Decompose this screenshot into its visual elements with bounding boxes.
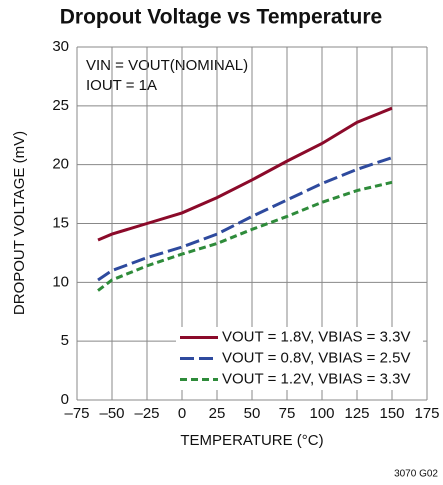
chart-title: Dropout Voltage vs Temperature: [60, 6, 382, 29]
data-line: [97, 180, 393, 292]
footnote: 3070 G02: [394, 469, 438, 480]
y-tick-label: 0: [61, 391, 69, 408]
y-tick-label: 30: [52, 38, 69, 55]
x-tick-label: 75: [279, 405, 296, 422]
legend-label: VOUT = 1.2V, VBIAS = 3.3V: [222, 370, 410, 387]
x-axis-label: TEMPERATURE (°C): [180, 432, 323, 449]
legend-label: VOUT = 0.8V, VBIAS = 2.5V: [222, 349, 410, 366]
annotation: VIN = VOUT(NOMINAL): [86, 57, 248, 74]
data-line: [97, 106, 393, 242]
x-tick-label: –50: [99, 405, 124, 422]
x-tick-label: 0: [178, 405, 186, 422]
y-tick-label: 5: [61, 332, 69, 349]
y-axis-label: DROPOUT VOLTAGE (mV): [11, 131, 28, 315]
x-tick-label: 100: [309, 405, 334, 422]
x-tick-label: –75: [64, 405, 89, 422]
x-tick-label: 125: [344, 405, 369, 422]
y-tick-label: 20: [52, 156, 69, 173]
y-tick-label: 15: [52, 214, 69, 231]
data-line: [97, 156, 393, 282]
x-tick-label: 150: [379, 405, 404, 422]
y-tick-label: 25: [52, 97, 69, 114]
x-tick-label: –25: [134, 405, 159, 422]
x-tick-label: 175: [414, 405, 439, 422]
legend-label: VOUT = 1.8V, VBIAS = 3.3V: [222, 328, 410, 345]
x-tick-label: 25: [209, 405, 226, 422]
y-tick-label: 10: [52, 273, 69, 290]
annotation: IOUT = 1A: [86, 77, 157, 94]
x-tick-label: 50: [244, 405, 261, 422]
